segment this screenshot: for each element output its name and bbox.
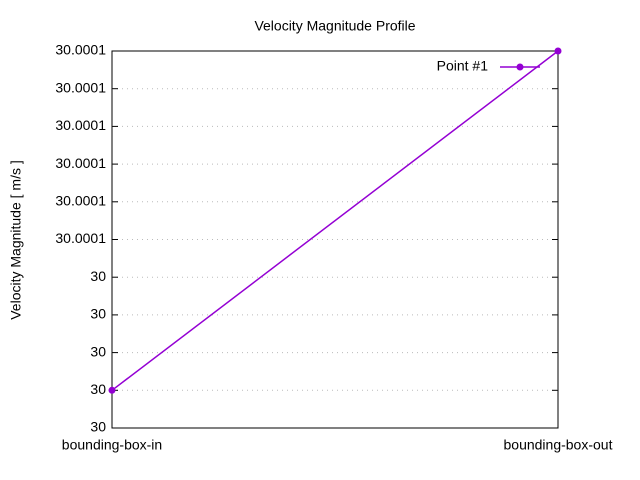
y-tick-label: 30 xyxy=(90,306,106,322)
y-tick-label: 30 xyxy=(90,268,106,284)
y-tick-label: 30 xyxy=(90,419,106,435)
data-point xyxy=(108,386,116,394)
y-tick-label: 30.0001 xyxy=(55,230,106,246)
x-tick-label: bounding-box-out xyxy=(504,437,613,453)
y-tick-label: 30 xyxy=(90,343,106,359)
data-point xyxy=(554,47,562,55)
y-tick-label: 30.0001 xyxy=(55,117,106,133)
y-tick-label: 30 xyxy=(90,381,106,397)
plot-frame xyxy=(111,50,559,429)
y-tick-label: 30.0001 xyxy=(55,155,106,171)
legend-marker xyxy=(516,63,524,71)
y-axis-label: Velocity Magnitude [ m/s ] xyxy=(8,160,24,320)
series-line xyxy=(111,50,559,391)
chart-title: Velocity Magnitude Profile xyxy=(254,18,415,34)
y-tick-label: 30.0001 xyxy=(55,79,106,95)
legend-label: Point #1 xyxy=(437,58,489,74)
y-tick-label: 30.0001 xyxy=(55,42,106,58)
x-tick-label: bounding-box-in xyxy=(62,437,162,453)
y-tick-label: 30.0001 xyxy=(55,193,106,209)
